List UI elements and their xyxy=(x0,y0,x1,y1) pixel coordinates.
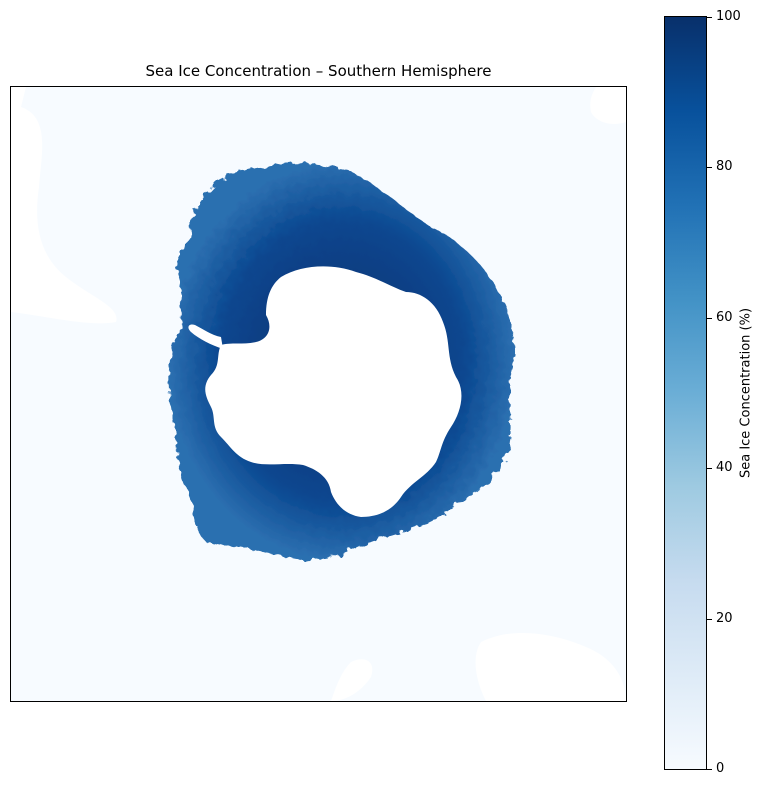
colorbar-tick-label: 100 xyxy=(716,9,741,24)
colorbar-tick-label: 40 xyxy=(716,460,733,476)
colorbar-tick-label: 20 xyxy=(716,610,733,626)
colorbar-tick-label: 80 xyxy=(716,159,733,175)
colorbar-tick xyxy=(707,618,712,620)
map-panel xyxy=(10,86,627,702)
colorbar-tick xyxy=(707,468,712,470)
land-south-america xyxy=(11,87,117,324)
land-africa-edge xyxy=(590,87,626,124)
sea-ice-map xyxy=(11,87,626,701)
colorbar-tick xyxy=(707,167,712,169)
colorbar-gradient xyxy=(665,17,706,769)
colorbar-label: Sea Ice Concentration (%) xyxy=(738,307,754,479)
colorbar-tick xyxy=(707,769,712,770)
land-antarctic-peninsula xyxy=(188,324,223,349)
colorbar-tick-label: 0 xyxy=(716,761,725,776)
land-new-zealand xyxy=(331,659,373,701)
colorbar-tick-label: 60 xyxy=(716,309,733,325)
map-title: Sea Ice Concentration – Southern Hemisph… xyxy=(145,62,492,80)
land-australia xyxy=(475,632,626,701)
land-antarctica xyxy=(205,266,462,517)
colorbar-tick xyxy=(707,17,712,18)
colorbar-tick xyxy=(707,317,712,319)
colorbar xyxy=(664,16,707,770)
